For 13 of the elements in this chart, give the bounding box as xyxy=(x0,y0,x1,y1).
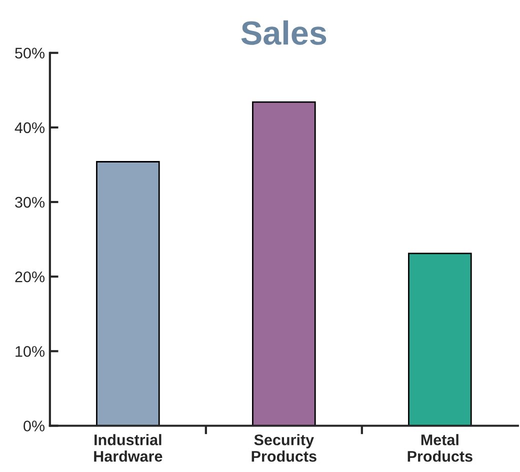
x-tick-label: Security Products xyxy=(252,434,316,462)
y-tick-label: 0% xyxy=(24,420,45,432)
chart-title: Sales xyxy=(241,20,326,45)
y-tick-label: 10% xyxy=(16,346,45,357)
x-tick-label: Metal Products xyxy=(408,434,472,462)
x-tick-label: Industrial Hardware xyxy=(94,434,162,462)
y-tick-label: 20% xyxy=(15,271,45,282)
y-tick-label: 50% xyxy=(15,48,45,59)
y-tick-label: 40% xyxy=(14,122,45,134)
bar xyxy=(96,161,160,426)
bar xyxy=(252,101,316,426)
bar xyxy=(408,252,472,426)
y-tick-label: 30% xyxy=(15,196,45,208)
